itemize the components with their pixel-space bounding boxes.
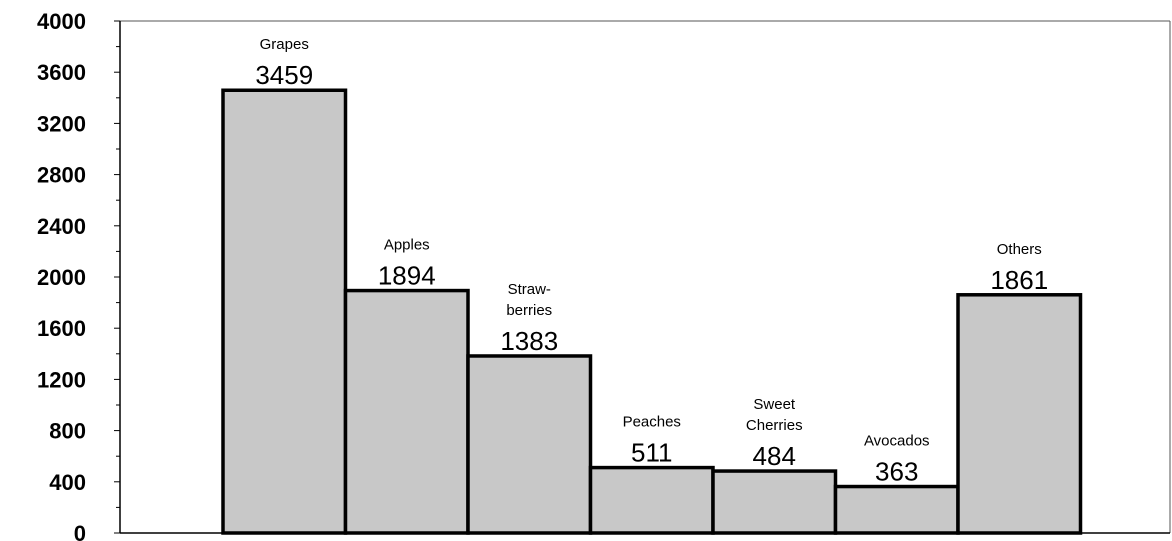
bar (343, 288, 470, 535)
y-tick-label: 4000 (37, 9, 86, 34)
bar-category-label: Avocados (864, 433, 930, 450)
y-tick-label: 3200 (37, 111, 86, 136)
bar-category-label: Others (997, 241, 1042, 258)
bar (466, 354, 593, 535)
bar-value-label: 1894 (378, 261, 436, 291)
bar-value-label: 511 (631, 438, 672, 468)
bar (956, 293, 1083, 535)
bar-category-label: Grapes (260, 36, 309, 53)
bar-category-label: Peaches (623, 414, 681, 431)
bar-labels: 3459 Grapes 1894 Apples 1383 Straw-berries 511… (255, 36, 1048, 486)
y-tick-label: 400 (49, 470, 86, 495)
bar (833, 484, 960, 535)
y-tick-label: 2400 (37, 214, 86, 239)
y-tick-label: 2800 (37, 163, 86, 188)
bar-value-label: 1861 (990, 265, 1048, 295)
bar (711, 469, 838, 535)
bar-value-label: 3459 (255, 60, 313, 90)
bar-category-label: berries (506, 302, 552, 319)
bar-category-label: Apples (384, 237, 430, 254)
bar-category-label: Straw- (508, 281, 551, 298)
y-tick-label: 0 (74, 521, 86, 541)
bar-value-label: 1383 (500, 326, 558, 356)
y-tick-label: 1200 (37, 367, 86, 392)
y-tick-label: 2000 (37, 265, 86, 290)
y-tick-label: 800 (49, 419, 86, 444)
bar-value-label: 484 (753, 441, 796, 471)
y-tick-label: 3600 (37, 60, 86, 85)
bar (588, 465, 715, 535)
bar-category-label: Sweet (753, 396, 796, 413)
bar-category-label: Cherries (746, 417, 803, 434)
bar (221, 88, 348, 535)
bars (221, 88, 1083, 535)
y-tick-label: 1600 (37, 316, 86, 341)
y-axis: 0 400 800 1200 1600 2000 2400 2800 3200 3600 4000 (37, 9, 120, 541)
bar-value-label: 363 (875, 457, 918, 487)
